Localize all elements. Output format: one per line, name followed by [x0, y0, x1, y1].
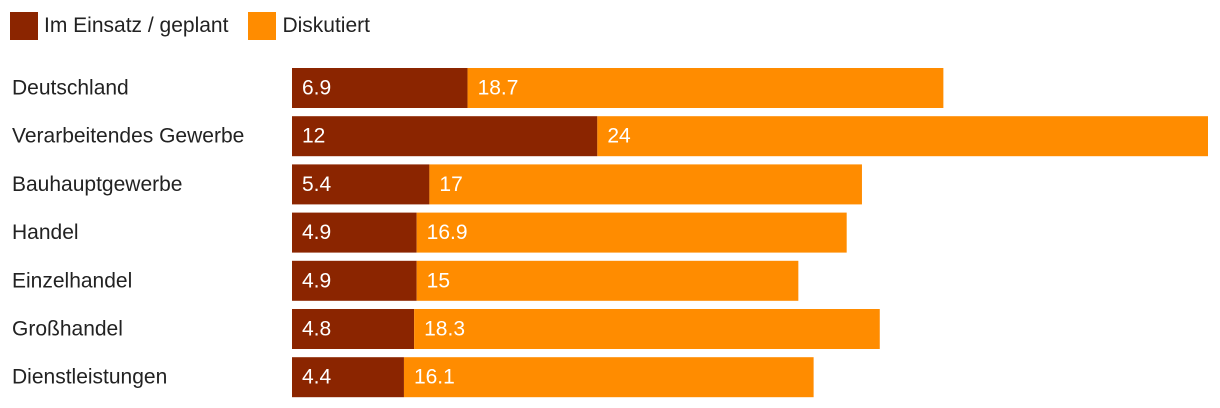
- category-label-deutschland: Deutschland: [12, 77, 129, 100]
- value-label-im-einsatz-geplant-grosshandel: 4.8: [302, 318, 331, 341]
- value-label-im-einsatz-geplant-bauhauptgewerbe: 5.4: [302, 173, 332, 196]
- category-label-handel: Handel: [12, 221, 79, 244]
- legend-item-diskutiert: Diskutiert: [248, 12, 370, 40]
- bar-im-einsatz-geplant-deutschland: [292, 68, 468, 108]
- category-label-dienstleistungen: Dienstleistungen: [12, 366, 167, 389]
- bar-im-einsatz-geplant-grosshandel: [292, 309, 415, 349]
- category-label-verarbeitendes-gewerbe: Verarbeitendes Gewerbe: [12, 125, 244, 148]
- value-label-diskutiert-einzelhandel: 15: [427, 269, 450, 292]
- bar-diskutiert-deutschland: [467, 68, 944, 108]
- bar-im-einsatz-geplant-dienstleistungen: [292, 357, 404, 398]
- bar-im-einsatz-geplant-handel: [292, 212, 417, 253]
- legend-item-im-einsatz: Im Einsatz / geplant: [10, 12, 228, 40]
- value-label-im-einsatz-geplant-handel: 4.9: [302, 221, 331, 244]
- legend-label-diskutiert: Diskutiert: [282, 14, 370, 37]
- value-label-diskutiert-dienstleistungen: 16.1: [414, 366, 455, 389]
- value-label-diskutiert-handel: 16.9: [427, 221, 468, 244]
- bar-diskutiert-verarbeitendes-gewerbe: [597, 116, 1208, 157]
- legend: Im Einsatz / geplant Diskutiert: [10, 10, 390, 42]
- value-label-im-einsatz-geplant-dienstleistungen: 4.4: [302, 366, 332, 389]
- bar-im-einsatz-geplant-bauhauptgewerbe: [292, 164, 430, 205]
- bar-im-einsatz-geplant-einzelhandel: [292, 260, 417, 301]
- value-label-diskutiert-verarbeitendes-gewerbe: 24: [607, 125, 631, 148]
- bar-diskutiert-einzelhandel: [416, 260, 799, 301]
- category-label-grosshandel: Großhandel: [12, 318, 123, 341]
- legend-label-im-einsatz: Im Einsatz / geplant: [44, 14, 229, 37]
- value-label-diskutiert-deutschland: 18.7: [478, 77, 519, 100]
- bar-diskutiert-grosshandel: [414, 309, 880, 349]
- value-label-im-einsatz-geplant-einzelhandel: 4.9: [302, 269, 331, 292]
- value-label-im-einsatz-geplant-verarbeitendes-gewerbe: 12: [302, 125, 325, 148]
- value-label-diskutiert-bauhauptgewerbe: 17: [439, 173, 462, 196]
- value-label-diskutiert-grosshandel: 18.3: [424, 318, 465, 341]
- bar-diskutiert-dienstleistungen: [403, 357, 814, 398]
- bar-diskutiert-handel: [416, 212, 847, 253]
- value-label-im-einsatz-geplant-deutschland: 6.9: [302, 77, 331, 100]
- category-label-bauhauptgewerbe: Bauhauptgewerbe: [12, 173, 182, 196]
- legend-swatch-im-einsatz: [10, 12, 38, 40]
- category-label-einzelhandel: Einzelhandel: [12, 269, 132, 292]
- legend-swatch-diskutiert: [248, 12, 277, 40]
- bar-im-einsatz-geplant-verarbeitendes-gewerbe: [292, 116, 598, 157]
- bar-diskutiert-bauhauptgewerbe: [429, 164, 862, 205]
